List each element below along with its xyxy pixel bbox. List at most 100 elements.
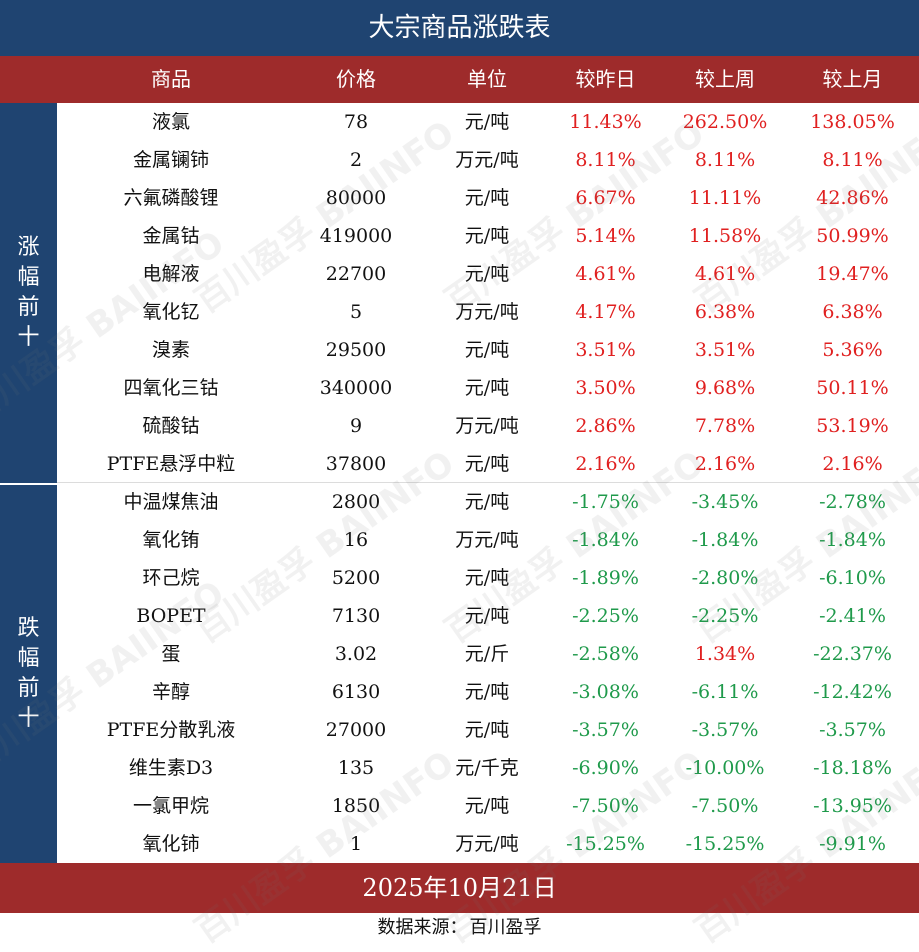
cell-month: 50.11%: [816, 377, 889, 399]
cell-name: 一氯甲烷: [132, 795, 209, 817]
table-row: BOPET 7130 元/吨 -2.25% -2.25% -2.41%: [57, 597, 919, 635]
header-unit: 单位: [467, 67, 507, 91]
report-date: 2025年10月21日: [0, 863, 919, 913]
cell-month: -13.95%: [813, 795, 892, 817]
cell-day: 3.50%: [575, 377, 636, 399]
table-row: 电解液 22700 元/吨 4.61% 4.61% 19.47%: [57, 255, 919, 293]
data-source-name: 百川盈孚: [469, 917, 542, 938]
cell-name: 溴素: [151, 339, 190, 361]
cell-price: 2800: [331, 491, 381, 513]
cell-unit: 元/吨: [464, 225, 510, 247]
cell-day: -1.84%: [572, 529, 639, 551]
table-row: 溴素 29500 元/吨 3.51% 3.51% 5.36%: [57, 331, 919, 369]
table-row: 氧化铈 1 万元/吨 -15.25% -15.25% -9.91%: [57, 825, 919, 863]
cell-month: -3.57%: [819, 719, 886, 741]
cell-name: 金属镧铈: [132, 149, 209, 171]
section-label-rise-text: 涨幅前十: [17, 235, 40, 350]
cell-unit: 元/吨: [464, 453, 510, 475]
header-price: 价格: [336, 67, 376, 91]
table-header: 商品 价格 单位 较昨日 较上周 较上月: [0, 56, 919, 103]
cell-week: -15.25%: [685, 833, 765, 855]
table-row: 氧化铕 16 万元/吨 -1.84% -1.84% -1.84%: [57, 521, 919, 559]
cell-name: 金属钴: [142, 225, 200, 247]
table-row: 辛醇 6130 元/吨 -3.08% -6.11% -12.42%: [57, 673, 919, 711]
cell-month: -6.10%: [819, 567, 886, 589]
table-body: 液氯 78 元/吨 11.43% 262.50% 138.05% 金属镧铈 2 万元/吨 8.11…: [57, 103, 919, 863]
cell-month: -1.84%: [819, 529, 886, 551]
cell-unit: 万元/吨: [455, 149, 519, 171]
cell-price: 7130: [331, 605, 381, 627]
header-vs-last-week: 较上周: [695, 67, 755, 91]
cell-week: -2.80%: [691, 567, 759, 589]
cell-day: -2.25%: [572, 605, 639, 627]
cell-unit: 元/吨: [464, 111, 510, 133]
cell-name: 环己烷: [142, 567, 200, 589]
cell-name: 氧化铈: [142, 833, 200, 855]
cell-week: -6.11%: [691, 681, 759, 703]
cell-month: 53.19%: [816, 415, 889, 437]
cell-week: 4.61%: [694, 263, 756, 285]
cell-name: 氧化钇: [142, 301, 200, 323]
cell-name: PTFE分散乳液: [106, 719, 236, 741]
table-row: 四氧化三钴 340000 元/吨 3.50% 9.68% 50.11%: [57, 369, 919, 407]
cell-price: 80000: [325, 187, 387, 209]
cell-price: 1850: [331, 795, 381, 817]
cell-month: 6.38%: [822, 301, 883, 323]
cell-name: 中温煤焦油: [123, 491, 219, 513]
cell-week: 7.78%: [694, 415, 756, 437]
cell-week: -1.84%: [691, 529, 759, 551]
cell-price: 135: [337, 757, 375, 779]
cell-unit: 元/千克: [455, 757, 519, 779]
cell-day: 2.16%: [575, 453, 636, 475]
cell-day: 4.17%: [575, 301, 636, 323]
cell-day: 11.43%: [569, 111, 642, 133]
cell-month: 5.36%: [822, 339, 883, 361]
table-row: 金属镧铈 2 万元/吨 8.11% 8.11% 8.11%: [57, 141, 919, 179]
cell-unit: 元/吨: [464, 263, 510, 285]
cell-name: 六氟磷酸锂: [123, 187, 219, 209]
cell-unit: 万元/吨: [455, 529, 519, 551]
cell-unit: 元/吨: [464, 681, 510, 703]
cell-price: 27000: [325, 719, 387, 741]
cell-week: -2.25%: [691, 605, 759, 627]
cell-month: -2.41%: [819, 605, 886, 627]
cell-week: 8.11%: [694, 149, 756, 171]
cell-week: -10.00%: [685, 757, 765, 779]
cell-price: 37800: [325, 453, 387, 475]
cell-week: 11.58%: [688, 225, 762, 247]
cell-unit: 元/吨: [464, 491, 510, 513]
cell-month: 42.86%: [816, 187, 889, 209]
cell-day: -15.25%: [566, 833, 645, 855]
table-row: 液氯 78 元/吨 11.43% 262.50% 138.05%: [57, 103, 919, 141]
header-vs-yesterday: 较昨日: [575, 67, 636, 91]
cell-month: -2.78%: [819, 491, 886, 513]
cell-day: -6.90%: [572, 757, 639, 779]
cell-price: 78: [343, 111, 369, 133]
cell-unit: 万元/吨: [455, 301, 519, 323]
cell-price: 5200: [331, 567, 381, 589]
cell-week: -3.57%: [691, 719, 759, 741]
table-row: 氧化钇 5 万元/吨 4.17% 6.38% 6.38%: [57, 293, 919, 331]
header-vs-last-month: 较上月: [822, 67, 883, 91]
cell-price: 419000: [319, 225, 393, 247]
cell-month: -22.37%: [813, 643, 892, 665]
cell-unit: 元/吨: [464, 605, 510, 627]
page-title: 大宗商品涨跌表: [0, 0, 919, 56]
data-source-label: 数据来源：: [377, 917, 468, 938]
cell-week: 11.11%: [688, 187, 762, 209]
cell-unit: 元/吨: [464, 567, 510, 589]
table-row: 中温煤焦油 2800 元/吨 -1.75% -3.45% -2.78%: [57, 483, 919, 521]
cell-unit: 元/吨: [464, 377, 510, 399]
cell-month: 138.05%: [810, 111, 895, 133]
table-row: 六氟磷酸锂 80000 元/吨 6.67% 11.11% 42.86%: [57, 179, 919, 217]
cell-week: 1.34%: [694, 643, 756, 665]
section-label-fall: 跌幅前十: [0, 483, 57, 863]
cell-name: 电解液: [142, 263, 200, 285]
cell-day: 3.51%: [575, 339, 636, 361]
data-source: 数据来源： 百川盈孚: [0, 913, 919, 943]
cell-week: 262.50%: [682, 111, 768, 133]
table-row: 蛋 3.02 元/斤 -2.58% 1.34% -22.37%: [57, 635, 919, 673]
cell-unit: 元/斤: [464, 643, 510, 665]
cell-day: -1.89%: [572, 567, 639, 589]
cell-day: 5.14%: [575, 225, 636, 247]
